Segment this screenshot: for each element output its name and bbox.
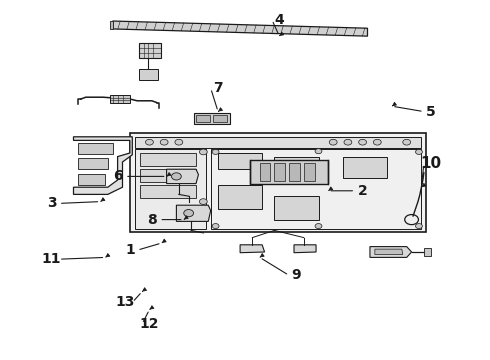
Text: 13: 13 — [115, 296, 135, 309]
FancyBboxPatch shape — [140, 185, 196, 198]
Polygon shape — [113, 21, 368, 36]
Circle shape — [175, 139, 183, 145]
Polygon shape — [375, 249, 403, 255]
Polygon shape — [130, 133, 426, 232]
Text: 12: 12 — [140, 317, 159, 331]
Polygon shape — [250, 160, 328, 184]
Circle shape — [172, 173, 181, 180]
Polygon shape — [370, 247, 412, 257]
FancyBboxPatch shape — [343, 157, 387, 178]
Text: 3: 3 — [47, 197, 56, 210]
Circle shape — [315, 149, 322, 154]
Polygon shape — [167, 169, 198, 184]
FancyBboxPatch shape — [274, 196, 318, 220]
Circle shape — [160, 139, 168, 145]
Polygon shape — [240, 245, 265, 253]
Text: 7: 7 — [213, 81, 223, 95]
Circle shape — [416, 224, 422, 229]
FancyBboxPatch shape — [139, 43, 161, 58]
Text: 6: 6 — [113, 170, 122, 183]
Text: 10: 10 — [420, 156, 442, 171]
FancyBboxPatch shape — [213, 115, 227, 122]
Polygon shape — [74, 137, 132, 194]
Text: 9: 9 — [292, 269, 301, 282]
FancyBboxPatch shape — [194, 113, 230, 124]
Circle shape — [373, 139, 381, 145]
FancyBboxPatch shape — [78, 143, 113, 154]
Circle shape — [199, 199, 207, 204]
Text: 11: 11 — [42, 252, 61, 266]
FancyBboxPatch shape — [274, 163, 285, 181]
FancyBboxPatch shape — [304, 163, 315, 181]
FancyBboxPatch shape — [140, 169, 196, 182]
Text: 1: 1 — [125, 243, 135, 257]
Circle shape — [212, 224, 219, 229]
FancyBboxPatch shape — [78, 174, 105, 185]
Text: 5: 5 — [426, 105, 436, 118]
Circle shape — [212, 149, 219, 154]
Text: 2: 2 — [358, 184, 368, 198]
FancyBboxPatch shape — [289, 163, 300, 181]
FancyBboxPatch shape — [78, 158, 108, 169]
Polygon shape — [211, 149, 421, 229]
FancyBboxPatch shape — [110, 95, 130, 103]
Polygon shape — [110, 21, 113, 29]
FancyBboxPatch shape — [140, 153, 196, 166]
Circle shape — [416, 149, 422, 154]
Polygon shape — [135, 149, 206, 229]
Circle shape — [184, 210, 194, 217]
Circle shape — [344, 139, 352, 145]
Circle shape — [359, 139, 367, 145]
FancyBboxPatch shape — [274, 157, 318, 178]
Circle shape — [146, 139, 153, 145]
FancyBboxPatch shape — [196, 115, 210, 122]
FancyBboxPatch shape — [218, 185, 262, 209]
Polygon shape — [424, 248, 431, 256]
Circle shape — [315, 224, 322, 229]
FancyBboxPatch shape — [139, 69, 158, 80]
Polygon shape — [135, 137, 421, 148]
FancyBboxPatch shape — [218, 153, 262, 169]
Polygon shape — [294, 245, 316, 253]
FancyBboxPatch shape — [260, 163, 270, 181]
Polygon shape — [176, 205, 211, 221]
Text: 4: 4 — [274, 13, 284, 27]
Circle shape — [329, 139, 337, 145]
Text: 8: 8 — [147, 213, 157, 226]
Circle shape — [199, 149, 207, 155]
Circle shape — [403, 139, 411, 145]
